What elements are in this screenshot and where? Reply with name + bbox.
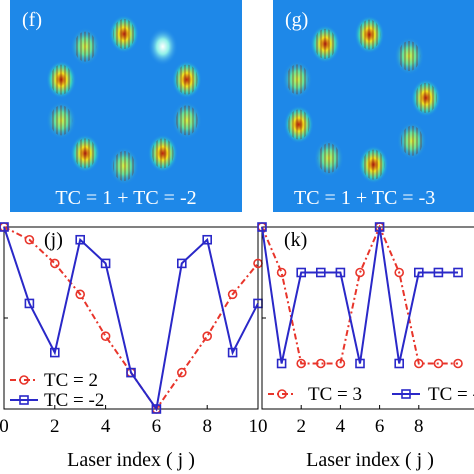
chart-k-legend-marker-blue	[401, 389, 411, 399]
x-tick-label: 8	[202, 416, 212, 437]
data-point-circle	[49, 258, 60, 269]
data-point-square	[453, 267, 463, 278]
data-point-square	[49, 347, 60, 358]
panel-f: (f) TC = 1 + TC = -2	[10, 0, 242, 212]
chart-j-legend-marker-blue	[19, 395, 29, 405]
chart-j-axes	[3, 226, 259, 410]
x-tick-label: 2	[50, 416, 60, 437]
data-point-square	[0, 222, 9, 232]
x-tick-label: 6	[375, 416, 385, 437]
data-point-square	[227, 347, 238, 358]
data-point-square	[413, 267, 424, 278]
data-point-square	[276, 358, 287, 369]
chart-j-legend-tcm2: TC = -2	[44, 390, 104, 411]
data-point-square	[126, 367, 136, 378]
spots-g-fringe	[414, 82, 437, 113]
data-point-square	[100, 258, 111, 269]
data-point-circle	[394, 267, 405, 278]
chart-j-ticks: 0 2 4 6 8 10	[0, 317, 268, 437]
series-line	[3, 226, 259, 412]
data-point-circle	[296, 358, 307, 369]
data-point-square	[24, 298, 35, 309]
panel-g: (g) TC = 1 + TC = -3	[273, 0, 474, 212]
panel-g-caption: TC = 1 + TC = -3	[294, 187, 435, 209]
chart-k-xlabel: Laser index ( j )	[306, 449, 434, 471]
panel-g-spots	[282, 15, 441, 184]
spots-g-fringe	[398, 40, 421, 71]
chart-k-legend-tcm3: TC = -3	[428, 384, 474, 405]
x-tick-label: 2	[296, 416, 306, 437]
data-point-circle	[413, 358, 424, 369]
data-point-circle	[433, 358, 444, 369]
chart-k-legend-tc3: TC = 3	[308, 384, 362, 405]
chart-j-legend-tc2: TC = 2	[44, 370, 98, 391]
data-point-square	[75, 234, 85, 245]
spots-g-fringe	[314, 28, 337, 59]
data-point-square	[394, 358, 405, 369]
data-point-circle	[276, 267, 287, 278]
spots-f-fringe	[113, 151, 135, 181]
x-tick-label: 4	[101, 416, 111, 437]
panel-f-spots	[46, 15, 202, 185]
data-point-square	[257, 222, 267, 232]
data-point-square	[151, 404, 162, 414]
chart-k-ticks: 2 4 6 8	[262, 317, 424, 437]
series-line	[3, 226, 259, 411]
chart-j-series	[0, 222, 263, 414]
x-tick-label: 0	[0, 416, 9, 437]
x-tick-label: 4	[336, 416, 346, 437]
data-point-circle	[75, 289, 85, 300]
data-point-square	[296, 267, 307, 278]
data-point-square	[202, 234, 212, 245]
data-point-square	[374, 222, 385, 232]
chart-j-panel-label: (j)	[44, 229, 63, 251]
spots-f-spot	[147, 27, 178, 66]
spots-g-fringe	[286, 64, 309, 95]
data-point-square	[335, 267, 346, 278]
data-point-circle	[24, 234, 35, 245]
data-point-circle	[227, 289, 238, 300]
panel-f-caption: TC = 1 + TC = -2	[55, 187, 196, 209]
chart-j-legend: TC = 2 TC = -2	[10, 370, 104, 411]
data-point-square	[177, 258, 187, 269]
data-point-square	[315, 267, 326, 278]
spots-g-fringe	[358, 19, 381, 50]
x-tick-label: 8	[414, 416, 424, 437]
chart-k-panel-label: (k)	[284, 229, 307, 251]
panel-f-label: (f)	[22, 9, 42, 31]
spots-f-fringe	[175, 105, 198, 136]
spots-f-fringe	[50, 105, 73, 136]
spots-g-fringe	[362, 149, 385, 180]
data-point-circle	[177, 367, 187, 378]
data-point-square	[355, 358, 365, 369]
x-tick-label: 10	[249, 416, 268, 437]
spots-g-fringe	[317, 143, 340, 174]
spots-f-fringe	[113, 19, 135, 49]
data-point-circle	[100, 331, 111, 342]
data-point-circle	[202, 331, 212, 342]
chart-j-legend-marker-red	[19, 375, 29, 385]
chart-j-xlabel: Laser index ( j )	[67, 449, 195, 471]
data-point-circle	[355, 267, 365, 278]
x-tick-label: 6	[152, 416, 162, 437]
spots-f-fringe	[74, 31, 97, 62]
chart-k-series	[257, 222, 463, 369]
series-line	[261, 226, 458, 364]
chart-k-legend-marker-red	[277, 389, 287, 399]
panel-g-label: (g)	[285, 9, 308, 31]
spots-f-fringe	[50, 64, 73, 95]
chart-j: 0 2 4 6 8 10 (j) TC = 2 TC = -2 Laser index (…	[0, 222, 268, 471]
chart-k-legend: TC = 3 TC = -3	[268, 384, 474, 405]
data-point-circle	[315, 358, 326, 369]
spots-f-fringe	[74, 138, 97, 169]
data-point-square	[433, 267, 444, 278]
data-point-circle	[453, 358, 463, 369]
spots-g-fringe	[287, 109, 310, 140]
data-point-circle	[335, 358, 346, 369]
spots-f-fringe	[175, 64, 198, 95]
chart-k: 2 4 6 8 (k) TC = 3 TC = -3 Laser index ( j …	[257, 222, 474, 471]
spots-g-fringe	[400, 125, 423, 156]
spots-f-fringe	[151, 138, 174, 169]
